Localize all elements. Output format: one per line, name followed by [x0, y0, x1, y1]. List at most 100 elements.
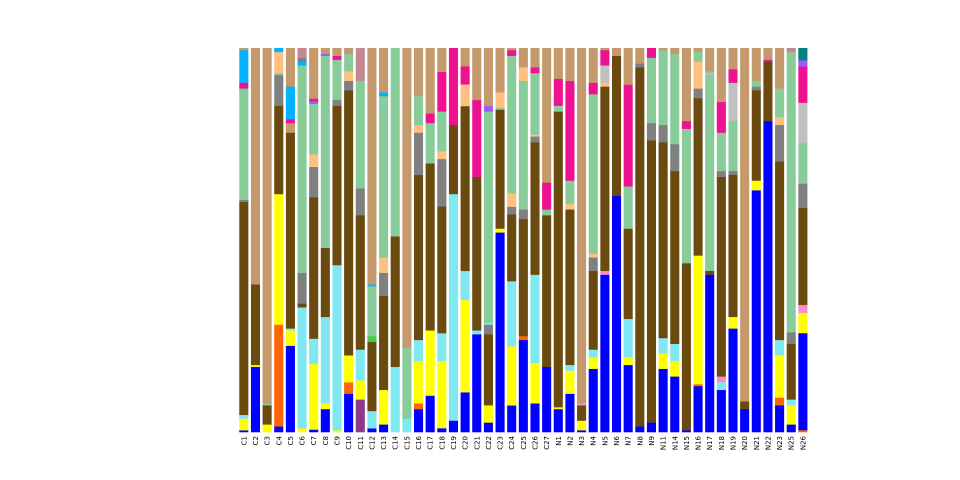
bar-segment-N5-magenta: [600, 49, 610, 66]
bar-segment-N19-tan: [728, 48, 738, 70]
bar-segment-N19-magenta: [728, 69, 738, 83]
x-tick-label: C20: [462, 436, 470, 450]
bar-segment-N1-blue: [553, 408, 563, 433]
bar-segment-C10-green: [344, 53, 354, 72]
x-tick-label: C6: [299, 435, 307, 445]
bar-segment-N26-brown: [798, 207, 808, 305]
x-tick-label: C10: [345, 436, 353, 450]
bar-segment-N18-tan: [716, 48, 726, 103]
bar-segment-C20-tan: [460, 48, 470, 67]
bar-segment-N3-yellow: [577, 420, 587, 431]
bar-N16: [693, 48, 703, 433]
bar-segment-N4-yellow: [588, 357, 598, 369]
bar-segment-C23-blue: [495, 232, 505, 433]
bar-segment-N4-cyan: [588, 349, 598, 358]
bar-segment-C24-brown: [507, 214, 517, 282]
x-tick-label: C5: [287, 436, 295, 445]
bar-C20: [460, 48, 470, 433]
bar-segment-N8-tan: [635, 48, 645, 64]
bar-N17: [705, 48, 715, 433]
x-tick-label: C9: [334, 436, 342, 445]
bar-segment-C21-cyan: [472, 330, 482, 335]
bar-segment-C16-tan: [413, 48, 424, 97]
bar-segment-N16-green: [693, 51, 703, 62]
bar-segment-C22-brown: [483, 334, 493, 406]
bar-segment-N16-peach: [693, 61, 703, 89]
bar-segment-N19-blue: [728, 328, 738, 433]
bar-segment-C22-cyan: [483, 322, 493, 325]
x-tick-label: N1: [555, 436, 563, 446]
bar-segment-N14-brown: [670, 170, 680, 344]
bar-segment-C13-peach: [379, 257, 389, 273]
bar-segment-C3-green: [262, 403, 272, 406]
bar-segment-C8-cyan: [320, 316, 330, 404]
bar-segment-N22-magenta: [763, 59, 773, 62]
bar-C8: [320, 48, 330, 433]
bar-segment-N1-yellow: [553, 407, 563, 410]
bar-segment-N18-cyan: [716, 382, 726, 391]
bar-C18: [437, 48, 447, 433]
bar-segment-C4-green: [274, 72, 284, 76]
bar-segment-C7-cyan: [309, 338, 319, 365]
bar-segment-C11-gray: [355, 188, 365, 216]
bar-N5: [600, 48, 610, 433]
bar-segment-C12-lime: [367, 336, 377, 343]
bar-segment-N1-green: [553, 105, 563, 112]
bar-segment-C20-blue: [460, 392, 470, 433]
x-tick-label: C3: [264, 436, 272, 445]
bar-C7: [309, 48, 319, 433]
bar-segment-C11-yellow: [355, 380, 365, 400]
bar-segment-C16-yellow: [413, 360, 424, 404]
bar-segment-C4-gray: [274, 74, 284, 106]
bar-segment-N9-gray: [646, 122, 657, 141]
bar-segment-C9-tan: [332, 48, 342, 56]
bar-segment-N9-green: [646, 57, 657, 124]
bar-segment-N4-magenta: [588, 82, 598, 95]
bar-segment-N20-blue: [740, 408, 750, 433]
bar-segment-N25-yellow: [786, 405, 796, 425]
bar-segment-C12-green: [367, 286, 377, 337]
bar-segment-C10-gray: [344, 80, 354, 91]
x-tick-label: C17: [427, 436, 435, 450]
bar-C26: [530, 48, 540, 433]
bar-segment-N22-brown: [763, 61, 773, 122]
bar-segment-C20-magenta: [460, 66, 470, 85]
x-tick-label: C25: [520, 436, 528, 450]
bar-segment-C21-brown: [472, 176, 482, 331]
x-tick-label: C2: [252, 436, 260, 445]
bar-segment-C7-yellow: [309, 363, 319, 430]
bar-segment-N19-gray: [728, 170, 738, 176]
x-tick-label: N11: [660, 436, 668, 450]
bar-segment-C6-mauve: [297, 48, 307, 58]
bar-segment-N21-gray: [751, 86, 761, 91]
bar-segment-C16-blue: [413, 408, 424, 433]
x-tick-label: N7: [625, 436, 633, 446]
x-tick-label: N6: [613, 435, 621, 445]
bar-segment-C10-orange: [344, 382, 354, 394]
bar-segment-C26-blue: [530, 403, 540, 433]
bar-segment-N7-brown: [623, 228, 633, 320]
x-tick-label: C27: [543, 436, 551, 450]
bar-segment-N3-tan: [577, 48, 587, 404]
bar-segment-C21-magenta: [472, 99, 482, 177]
bar-segment-C17-yellow: [425, 330, 435, 396]
bar-segment-C25-orange: [518, 336, 528, 341]
bar-segment-C12-blue: [367, 428, 377, 433]
bar-segment-C16-peach: [413, 124, 424, 133]
bar-segment-C16-brown: [413, 174, 424, 341]
bar-segment-N26-orange: [798, 429, 808, 433]
bar-segment-N2-yellow: [565, 370, 575, 394]
bar-segment-C12-cyan: [367, 410, 377, 429]
bar-segment-C4-brown: [274, 105, 284, 195]
bar-segment-C7-blue: [309, 429, 319, 433]
bar-segment-N15-green: [681, 128, 691, 264]
bar-segment-N18-green: [716, 132, 726, 172]
bar-segment-C20-peach: [460, 84, 470, 107]
bar-segment-N5-tan: [600, 48, 610, 51]
bar-segment-N11-tan: [658, 48, 668, 51]
bar-segment-C22-gray: [483, 324, 493, 335]
bar-segment-N26-gray: [798, 183, 808, 208]
bar-segment-N7-cyan: [623, 318, 633, 358]
bar-C24: [507, 48, 517, 433]
bar-segment-C26-peach: [530, 134, 540, 137]
